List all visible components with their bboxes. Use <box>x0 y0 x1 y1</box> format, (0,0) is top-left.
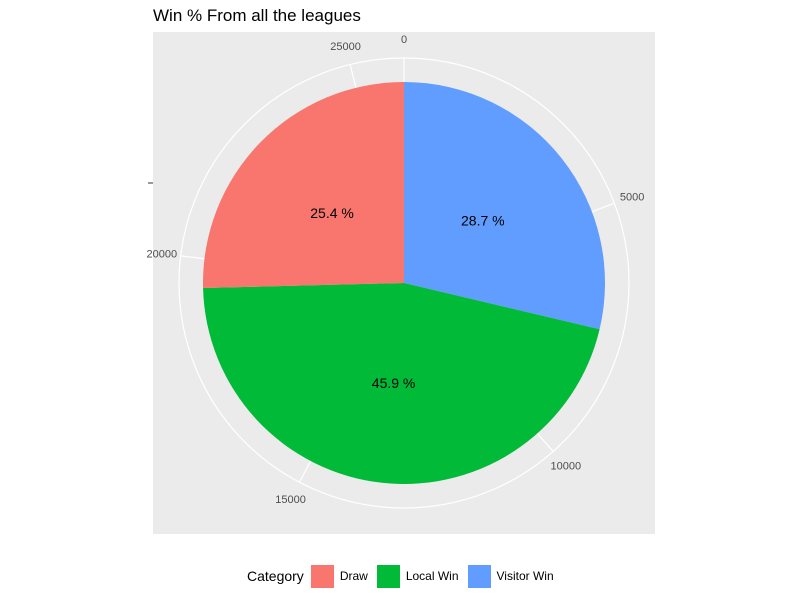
legend-item-draw: Draw <box>310 564 368 588</box>
axis-tick-label: 5000 <box>620 191 644 203</box>
legend-key-visitor-win <box>467 564 491 588</box>
legend-label-visitor-win: Visitor Win <box>496 569 554 583</box>
legend-item-visitor-win: Visitor Win <box>467 564 554 588</box>
axis-tick-label: 0 <box>401 34 407 46</box>
chart-title: Win % From all the leagues <box>153 6 361 25</box>
slice-draw <box>202 82 404 289</box>
legend-item-local-win: Local Win <box>376 564 459 588</box>
legend-label-draw: Draw <box>339 569 368 583</box>
axis-tick-label: 20000 <box>146 249 177 261</box>
slice-label-visitor-win: 28.7 % <box>461 213 505 229</box>
legend-label-local-win: Local Win <box>405 569 459 583</box>
legend-key-local-win <box>376 564 400 588</box>
slice-visitor-win <box>404 82 605 330</box>
axis-tick-label: 10000 <box>551 461 582 473</box>
slice-local-win <box>203 283 600 484</box>
slice-label-draw: 25.4 % <box>310 205 354 221</box>
legend-key-draw <box>310 564 334 588</box>
legend: Category Draw Local Win Visitor Win <box>247 564 563 588</box>
axis-tick-label: 15000 <box>275 494 306 506</box>
slice-label-local-win: 45.9 % <box>372 375 416 391</box>
axis-tick-label: 25000 <box>330 41 361 53</box>
legend-title: Category <box>247 568 304 584</box>
